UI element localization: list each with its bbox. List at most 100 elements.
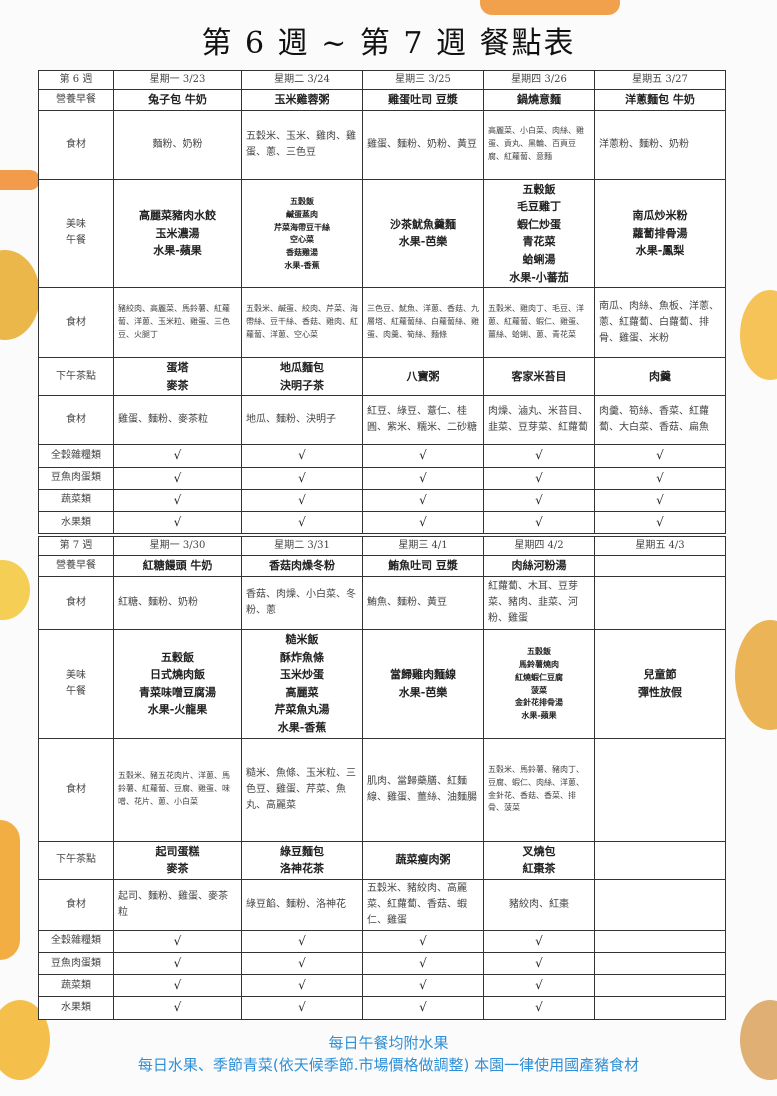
check-mark: √ (483, 488, 595, 512)
ingredients-cell: 五穀米、豬五花肉片、洋蔥、馬鈴薯、紅蘿蔔、豆腐、雞蛋、味噌、花片、蔥、小白菜 (113, 737, 242, 842)
day-header: 星期三 4/1 (362, 536, 484, 557)
row-label: 美味 午餐 (38, 628, 114, 739)
food-group-label: 水果類 (38, 996, 114, 1020)
check-mark: √ (483, 466, 595, 490)
ingredients-cell: 糙米、魚條、玉米粒、三色豆、雞蛋、芹菜、魚丸、高麗菜 (241, 737, 363, 842)
check-mark: √ (113, 996, 242, 1020)
ingredients-cell: 洋蔥粉、麵粉、奶粉 (594, 109, 726, 180)
lunch-cell: 五穀飯 馬鈴薯燒肉 紅燒蝦仁豆腐 菠菜 金針花排骨湯 水果-蘋果 (483, 628, 595, 739)
check-mark: √ (113, 974, 242, 998)
ingredients-cell: 麵粉、奶粉 (113, 109, 242, 180)
header-row: 第 7 週星期一 3/30 星期二 3/31 星期三 4/1 星期四 4/2 星期五 4… (38, 536, 726, 557)
row-label: 營養早餐 (38, 555, 114, 577)
check-mark: √ (241, 974, 363, 998)
check-mark: √ (241, 952, 363, 976)
snack-row: 下午茶點 蛋塔 麥茶 地瓜麵包 決明子茶 八寶粥 客家米苔目 肉羹 (38, 357, 726, 397)
check-mark: √ (113, 510, 242, 535)
check-mark: √ (241, 466, 363, 490)
snack-cell (594, 840, 726, 880)
ingredients-cell: 綠豆餡、麵粉、洛神花 (241, 878, 363, 931)
lunch-cell: 五穀飯 鹹蛋蒸肉 芹菜海帶豆干絲 空心菜 香菇雞湯 水果-香蕉 (241, 178, 363, 289)
food-group-label: 全穀雜糧類 (38, 929, 114, 954)
food-group-row: 豆魚肉蛋類 √ √ √ √ (38, 952, 726, 976)
ingredients-cell: 雞蛋、麵粉、麥茶粒 (113, 395, 242, 446)
row-label: 下午茶點 (38, 840, 114, 880)
ingredients-cell: 五穀米、玉米、雞肉、雞蛋、蔥、三色豆 (241, 109, 363, 180)
check-mark (594, 974, 726, 998)
ingredients-cell: 起司、麵粉、雞蛋、麥茶粒 (113, 878, 242, 931)
food-group-row: 水果類 √ √ √ √ √ (38, 510, 726, 535)
footer-note-fruit: 每日午餐均附水果 (328, 1033, 449, 1052)
ingredients-cell: 南瓜、肉絲、魚板、洋蔥、蔥、紅蘿蔔、白蘿蔔、排骨、雞蛋、米粉 (594, 287, 726, 359)
breakfast-cell: 香菇肉燥冬粉 (241, 555, 363, 577)
breakfast-ingredients-row: 食材 麵粉、奶粉 五穀米、玉米、雞肉、雞蛋、蔥、三色豆 雞蛋、麵粉、奶粉、黃豆 高麗菜、… (38, 109, 726, 180)
lunch-cell: 南瓜炒米粉 蘿蔔排骨湯 水果-鳳梨 (594, 178, 726, 289)
breakfast-cell: 玉米雞蓉粥 (241, 89, 363, 111)
decoration-squash (0, 820, 20, 960)
check-mark: √ (113, 444, 242, 468)
lunch-cell: 糙米飯 酥炸魚條 玉米炒蛋 高麗菜 芹菜魚丸湯 水果-香蕉 (241, 628, 363, 739)
check-mark: √ (362, 929, 484, 954)
lunch-cell: 當歸雞肉麵線 水果-芭樂 (362, 628, 484, 739)
check-mark (594, 952, 726, 976)
lunch-cell: 五穀飯 毛豆雞丁 蝦仁炒蛋 青花菜 蛤蜊湯 水果-小蕃茄 (483, 178, 595, 289)
snack-ingredients-row: 食材 雞蛋、麵粉、麥茶粒 地瓜、麵粉、決明子 紅豆、綠豆、薏仁、桂圓、紫米、糯米、二砂… (38, 395, 726, 446)
lunch-cell: 高麗菜豬肉水餃 玉米濃湯 水果-蘋果 (113, 178, 242, 289)
ingredients-cell: 豬絞肉、高麗菜、馬鈴薯、紅蘿蔔、洋蔥、玉米粒、雞蛋、三色豆、火腿丁 (113, 287, 242, 359)
breakfast-cell: 鍋燒意麵 (483, 89, 595, 111)
food-group-label: 豆魚肉蛋類 (38, 466, 114, 490)
ingredients-cell: 五穀米、雞肉丁、毛豆、洋蔥、紅蘿蔔、蝦仁、雞蛋、薑絲、蛤蜊、蔥、青花菜 (483, 287, 595, 359)
check-mark: √ (483, 996, 595, 1020)
ingredients-cell: 三色豆、魷魚、洋蔥、香菇、九層塔、紅蘿蔔絲、白蘿蔔絲、雞蛋、肉羹、筍絲、麵條 (362, 287, 484, 359)
breakfast-cell: 洋蔥麵包 牛奶 (594, 89, 726, 111)
check-mark: √ (362, 952, 484, 976)
ingredients-cell: 肉羹、筍絲、香菜、紅蘿蔔、大白菜、香菇、扁魚 (594, 395, 726, 446)
week-6-menu-table: 第 6 週星期一 3/23 星期二 3/24 星期三 3/25 星期四 3/26 星期五… (38, 70, 726, 535)
snack-cell: 起司蛋糕 麥茶 (113, 840, 242, 880)
food-group-label: 豆魚肉蛋類 (38, 952, 114, 976)
check-mark (594, 929, 726, 954)
snack-cell: 綠豆麵包 洛神花茶 (241, 840, 363, 880)
day-header: 星期一 3/30 (113, 536, 242, 557)
ingredients-cell: 肌肉、當歸藥膳、紅麵線、雞蛋、薑絲、油麵腸 (362, 737, 484, 842)
row-label: 營養早餐 (38, 89, 114, 111)
check-mark: √ (483, 510, 595, 535)
snack-ingredients-row: 食材 起司、麵粉、雞蛋、麥茶粒 綠豆餡、麵粉、洛神花 五穀米、豬絞肉、高麗菜、紅蘿蔔、… (38, 878, 726, 931)
ingredients-cell: 豬絞肉、紅棗 (483, 878, 595, 931)
breakfast-cell: 紅糖饅頭 牛奶 (113, 555, 242, 577)
snack-cell: 八寶粥 (362, 357, 484, 397)
ingredients-cell: 紅糖、麵粉、奶粉 (113, 575, 242, 630)
snack-row: 下午茶點 起司蛋糕 麥茶 綠豆麵包 洛神花茶 蔬菜瘦肉粥 叉燒包 紅棗茶 (38, 840, 726, 880)
check-mark: √ (483, 444, 595, 468)
ingredients-cell: 五穀米、豬絞肉、高麗菜、紅蘿蔔、香菇、蝦仁、雞蛋 (362, 878, 484, 931)
check-mark: √ (362, 974, 484, 998)
row-label: 食材 (38, 287, 114, 359)
snack-cell: 肉羹 (594, 357, 726, 397)
week-7-menu-table: 第 7 週星期一 3/30 星期二 3/31 星期三 4/1 星期四 4/2 星期五 4… (38, 536, 726, 1020)
check-mark (594, 996, 726, 1020)
day-header: 星期四 4/2 (483, 536, 595, 557)
breakfast-cell: 兔子包 牛奶 (113, 89, 242, 111)
header-row: 第 6 週星期一 3/23 星期二 3/24 星期三 3/25 星期四 3/26 星期五… (38, 70, 726, 90)
food-group-row: 全穀雜糧類 √ √ √ √ (38, 929, 726, 954)
ingredients-cell (594, 878, 726, 931)
check-mark: √ (362, 488, 484, 512)
snack-cell: 蛋塔 麥茶 (113, 357, 242, 397)
breakfast-row: 營養早餐 紅糖饅頭 牛奶 香菇肉燥冬粉 鮪魚吐司 豆漿 肉絲河粉湯 (38, 555, 726, 577)
snack-cell: 叉燒包 紅棗茶 (483, 840, 595, 880)
check-mark: √ (113, 488, 242, 512)
decoration-carrot (0, 170, 40, 190)
lunch-row: 美味 午餐 高麗菜豬肉水餃 玉米濃湯 水果-蘋果 五穀飯 鹹蛋蒸肉 芹菜海帶豆干絲 … (38, 178, 726, 289)
lunch-ingredients-row: 食材 豬絞肉、高麗菜、馬鈴薯、紅蘿蔔、洋蔥、玉米粒、雞蛋、三色豆、火腿丁 五穀米、鹹… (38, 287, 726, 359)
check-mark: √ (594, 466, 726, 490)
check-mark: √ (241, 996, 363, 1020)
row-label: 食材 (38, 395, 114, 446)
check-mark: √ (362, 510, 484, 535)
check-mark: √ (483, 952, 595, 976)
lunch-row: 美味 午餐 五穀飯 日式燒肉飯 青菜味噌豆腐湯 水果-火龍果 糙米飯 酥炸魚條 玉米… (38, 628, 726, 739)
week-label: 第 7 週 (38, 536, 114, 557)
row-label: 下午茶點 (38, 357, 114, 397)
snack-cell: 地瓜麵包 決明子茶 (241, 357, 363, 397)
check-mark: √ (241, 444, 363, 468)
